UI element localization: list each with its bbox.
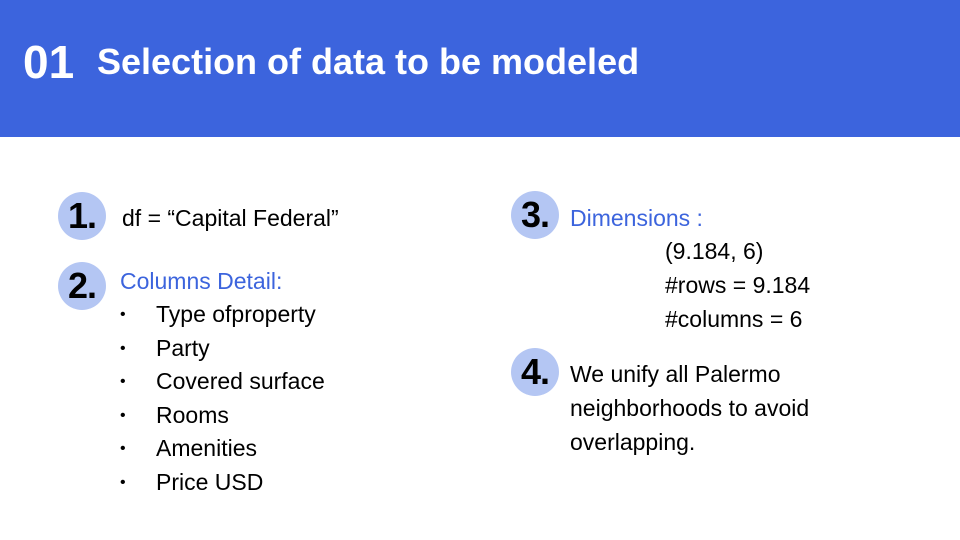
- section-number: 01: [23, 36, 75, 88]
- column-name: Party: [156, 334, 210, 361]
- step-2-badge: 2.: [58, 262, 106, 310]
- column-name: Rooms: [156, 401, 229, 428]
- bullet-icon: •: [120, 406, 126, 424]
- note-line: We unify all Palermo: [570, 361, 781, 387]
- dimensions-values: (9.184, 6) #rows = 9.184 #columns = 6: [665, 234, 810, 336]
- column-name: Amenities: [156, 435, 257, 462]
- title-banner: 01 Selection of data to be modeled: [0, 0, 960, 137]
- note-line: overlapping.: [570, 429, 696, 455]
- palermo-note: We unify all Palermo neighborhoods to av…: [570, 357, 809, 459]
- column-name: Covered surface: [156, 368, 325, 395]
- columns-detail-heading: Columns Detail:: [120, 268, 283, 294]
- step-1-badge: 1.: [58, 192, 106, 240]
- bullet-icon: •: [120, 473, 126, 491]
- column-name: Price USD: [156, 468, 264, 495]
- note-line: neighborhoods to avoid: [570, 395, 810, 421]
- bullet-icon: •: [120, 440, 126, 458]
- dimensions-heading: Dimensions :: [570, 205, 703, 231]
- bullet-icon: •: [120, 306, 126, 323]
- dataframe-filter-text: df = “Capital Federal”: [122, 205, 339, 231]
- rows-count: #rows = 9.184: [665, 272, 811, 298]
- bullet-icon: •: [120, 339, 126, 357]
- slide-title: Selection of data to be modeled: [97, 41, 640, 82]
- columns-count: #columns = 6: [665, 306, 803, 332]
- bullet-icon: •: [120, 373, 126, 391]
- step-3-badge: 3.: [511, 191, 559, 239]
- step-4-badge: 4.: [511, 348, 559, 396]
- dimensions-shape: (9.184, 6): [665, 238, 764, 264]
- column-name: Type ofproperty: [156, 301, 316, 327]
